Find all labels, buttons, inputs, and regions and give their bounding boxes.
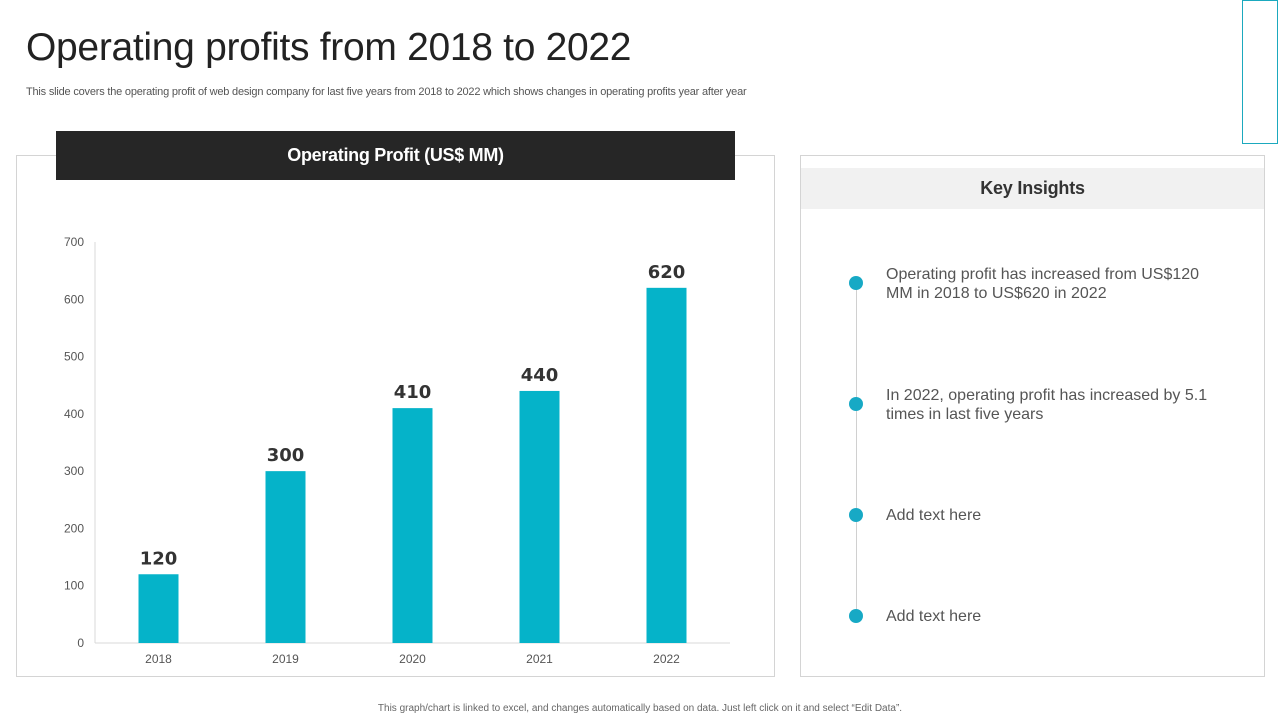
y-tick-label: 0 <box>77 636 84 650</box>
timeline-line <box>856 284 857 616</box>
x-tick-label: 2019 <box>272 652 299 666</box>
bullet-dot-icon <box>849 276 863 290</box>
bar-2018[interactable] <box>138 574 179 643</box>
insight-item[interactable]: Add text here <box>886 608 982 625</box>
bar-2022[interactable] <box>646 287 687 643</box>
y-tick-label: 100 <box>64 579 84 593</box>
bullet-dot-icon <box>849 397 863 411</box>
slide-title: Operating profits from 2018 to 2022 <box>26 26 632 69</box>
data-label-2022: 620 <box>648 262 686 283</box>
x-tick-label: 2020 <box>399 652 426 666</box>
decorative-frame <box>1242 0 1278 144</box>
bar-2019[interactable] <box>265 471 306 643</box>
x-tick-label: 2018 <box>145 652 172 666</box>
chart-title: Operating Profit (US$ MM) <box>56 131 735 180</box>
data-label-2019: 300 <box>267 445 305 466</box>
insight-item[interactable]: In 2022, operating profit has increased … <box>886 387 1208 423</box>
footer-note: This graph/chart is linked to excel, and… <box>377 703 903 714</box>
y-tick-label: 700 <box>64 235 84 249</box>
y-tick-label: 400 <box>64 407 84 421</box>
y-tick-label: 300 <box>64 464 84 478</box>
insight-item[interactable]: Operating profit has increased from US$1… <box>886 266 1200 302</box>
insights-header: Key Insights <box>801 168 1264 209</box>
y-tick-label: 500 <box>64 350 84 364</box>
insight-item[interactable]: Add text here <box>886 507 982 524</box>
data-label-2021: 440 <box>521 365 559 386</box>
x-tick-label: 2022 <box>653 652 680 666</box>
bar-2021[interactable] <box>519 390 560 643</box>
data-label-2018: 120 <box>140 548 178 569</box>
bullet-dot-icon <box>849 508 863 522</box>
insights-panel <box>800 155 1265 677</box>
x-tick-label: 2021 <box>526 652 553 666</box>
bullet-dot-icon <box>849 609 863 623</box>
y-tick-label: 600 <box>64 292 84 306</box>
data-label-2020: 410 <box>394 382 432 403</box>
y-tick-label: 200 <box>64 521 84 535</box>
slide-subtitle: This slide covers the operating profit o… <box>26 86 747 98</box>
bar-2020[interactable] <box>392 408 433 643</box>
